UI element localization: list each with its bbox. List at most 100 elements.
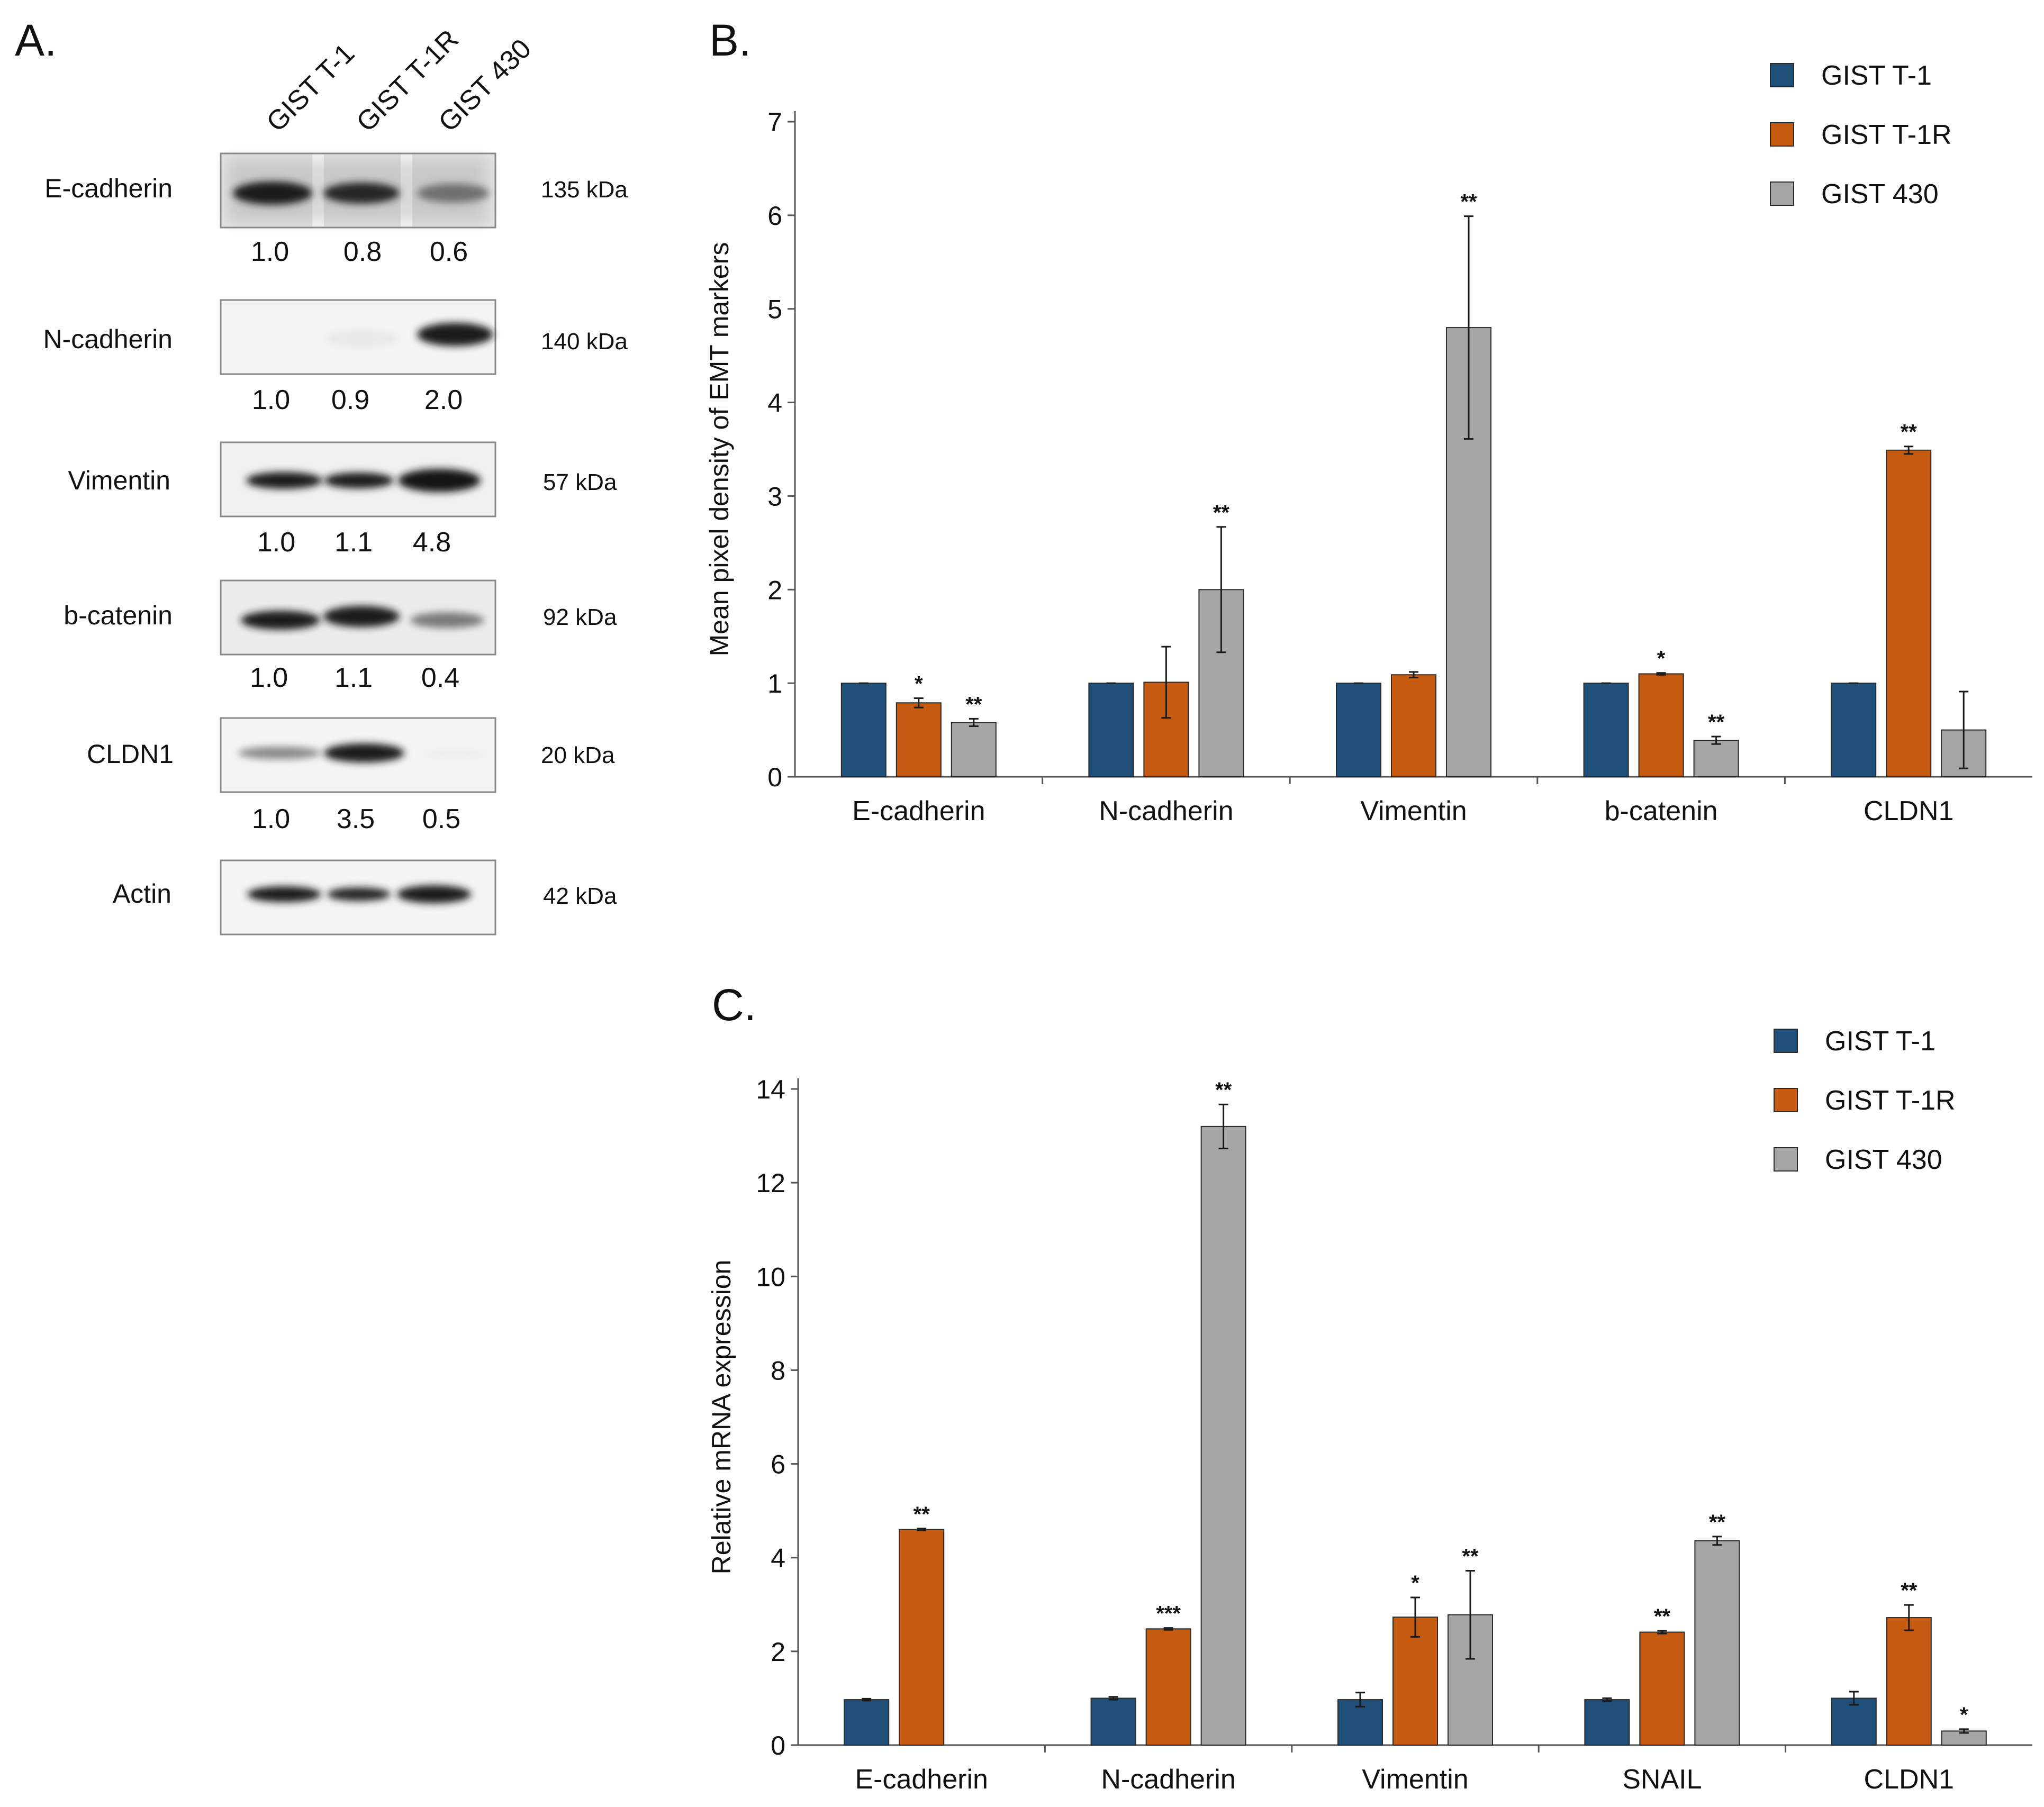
x-category-label: b-catenin — [1605, 796, 1718, 827]
y-tick-label: 6 — [771, 1450, 785, 1479]
legend-label: GIST T-1R — [1825, 1085, 1956, 1116]
blot-value: 0.8 — [343, 237, 382, 267]
blot-value: 0.4 — [421, 662, 459, 693]
y-tick-label: 0 — [767, 762, 782, 792]
blot-band — [410, 612, 484, 628]
blot-row-actin: Actin 42 kDa — [113, 859, 617, 936]
bar-gist-430 — [1693, 740, 1739, 778]
x-category-label: N-cadherin — [1101, 1764, 1235, 1795]
blot-band — [327, 887, 391, 901]
y-tick-label: 14 — [756, 1075, 785, 1104]
blot-band — [423, 750, 487, 758]
x-category-label: Vimentin — [1362, 1764, 1468, 1795]
blot-band — [397, 885, 471, 903]
bar-gist-430 — [1200, 1125, 1246, 1746]
x-category-label: E-cadherin — [855, 1764, 988, 1795]
blot-value: 1.1 — [334, 527, 373, 558]
significance-marker: *** — [1156, 1602, 1181, 1626]
significance-marker: * — [1960, 1703, 1968, 1727]
blot-value: 1.0 — [251, 237, 289, 267]
significance-marker: ** — [1460, 190, 1477, 214]
blot-band — [238, 747, 321, 759]
panel-label: B. — [709, 15, 751, 65]
legend-label: GIST T-1 — [1821, 60, 1932, 91]
legend-label: GIST T-1 — [1825, 1026, 1936, 1057]
blot-kda-label: 135 kDa — [541, 177, 628, 203]
blot-row-cldn1: CLDN1 20 kDa 1.0 3.5 0.5 — [87, 717, 615, 834]
y-tick-label: 4 — [771, 1543, 785, 1573]
legend-swatch — [1770, 181, 1794, 206]
blot-kda-label: 140 kDa — [541, 329, 628, 355]
bar-gist-t-1r — [896, 702, 942, 777]
bar-gist-430 — [951, 722, 997, 777]
blot-band — [324, 743, 404, 762]
blot-value: 1.0 — [252, 385, 290, 415]
bar-gist-t-1r — [1392, 1617, 1438, 1746]
y-tick-label: 0 — [771, 1731, 785, 1760]
bar-gist-t-1r — [1638, 673, 1684, 778]
significance-marker: * — [1657, 647, 1666, 670]
blot-value: 1.1 — [334, 662, 373, 693]
bar-gist-t-1 — [1090, 1697, 1136, 1746]
blot-value: 0.9 — [331, 385, 369, 415]
legend-label: GIST T-1R — [1821, 120, 1952, 150]
blot-value: 1.0 — [250, 662, 288, 693]
blot-protein-label: Actin — [113, 879, 171, 909]
y-tick-label: 7 — [767, 107, 782, 137]
y-tick-label: 5 — [767, 295, 782, 324]
significance-marker: * — [915, 672, 923, 695]
blot-row-vimentin: Vimentin 57 kDa 1.0 1.1 4.8 — [68, 441, 617, 558]
blot-protein-label: b-catenin — [64, 601, 173, 630]
significance-marker: ** — [1462, 1545, 1479, 1568]
bar-gist-430 — [1448, 1614, 1493, 1746]
blot-band — [324, 330, 399, 347]
significance-marker: ** — [1215, 1078, 1232, 1102]
blot-value: 0.6 — [430, 237, 468, 267]
significance-marker: ** — [1654, 1605, 1671, 1628]
bar-gist-t-1r — [1886, 449, 1932, 777]
legend-label: GIST 430 — [1825, 1145, 1942, 1175]
legend-label: GIST 430 — [1821, 179, 1939, 210]
bar-gist-t-1r — [1886, 1617, 1932, 1746]
bar-gist-t-1 — [1336, 683, 1381, 777]
x-category-label: N-cadherin — [1099, 796, 1233, 827]
blot-band — [417, 184, 489, 203]
y-tick-label: 4 — [767, 388, 782, 418]
bar-gist-430 — [1694, 1540, 1740, 1746]
x-category-label: CLDN1 — [1864, 1764, 1955, 1795]
blot-protein-label: CLDN1 — [87, 739, 174, 769]
blot-protein-label: Vimentin — [68, 466, 170, 495]
y-tick-label: 1 — [767, 669, 782, 698]
significance-marker: ** — [1213, 501, 1230, 524]
legend-swatch — [1770, 122, 1794, 147]
significance-marker: ** — [1901, 421, 1918, 444]
blot-band — [247, 886, 321, 902]
blot-band — [241, 611, 320, 630]
significance-marker: ** — [914, 1503, 930, 1526]
bar-gist-t-1 — [1831, 683, 1877, 777]
blot-kda-label: 42 kDa — [543, 883, 617, 909]
panel-a-western-blot: A. GIST T-1 GIST T-1R GIST 430 E-cadheri… — [15, 15, 628, 936]
blot-value: 4.8 — [413, 527, 451, 558]
x-category-label: E-cadherin — [852, 796, 985, 827]
bar-gist-t-1 — [840, 683, 887, 777]
significance-marker: ** — [1709, 1511, 1726, 1534]
y-tick-label: 12 — [756, 1168, 785, 1198]
legend-swatch — [1774, 1147, 1798, 1172]
blot-band — [417, 323, 493, 346]
y-axis-title: Mean pixel density of EMT markers — [704, 242, 734, 657]
lane-label-gist-t1: GIST T-1 — [260, 38, 360, 138]
y-tick-label: 2 — [771, 1637, 785, 1667]
bar-gist-t-1r — [1391, 674, 1436, 777]
legend-swatch — [1770, 63, 1794, 87]
x-category-label: SNAIL — [1622, 1764, 1702, 1795]
x-category-label: CLDN1 — [1864, 796, 1954, 827]
blot-band — [398, 469, 481, 492]
y-tick-label: 10 — [756, 1262, 785, 1292]
panel-b-bar-chart: B. 0 1 2 3 4 5 6 7 Mean pixel density of EMT mark… — [704, 15, 2032, 827]
blot-band — [233, 181, 312, 205]
bar-gist-t-1r — [899, 1529, 945, 1746]
blot-row-e-cadherin: E-cadherin 135 kDa 1.0 0.8 0.6 — [44, 152, 628, 267]
panel-label: C. — [712, 980, 756, 1030]
bar-gist-t-1 — [1088, 683, 1134, 777]
